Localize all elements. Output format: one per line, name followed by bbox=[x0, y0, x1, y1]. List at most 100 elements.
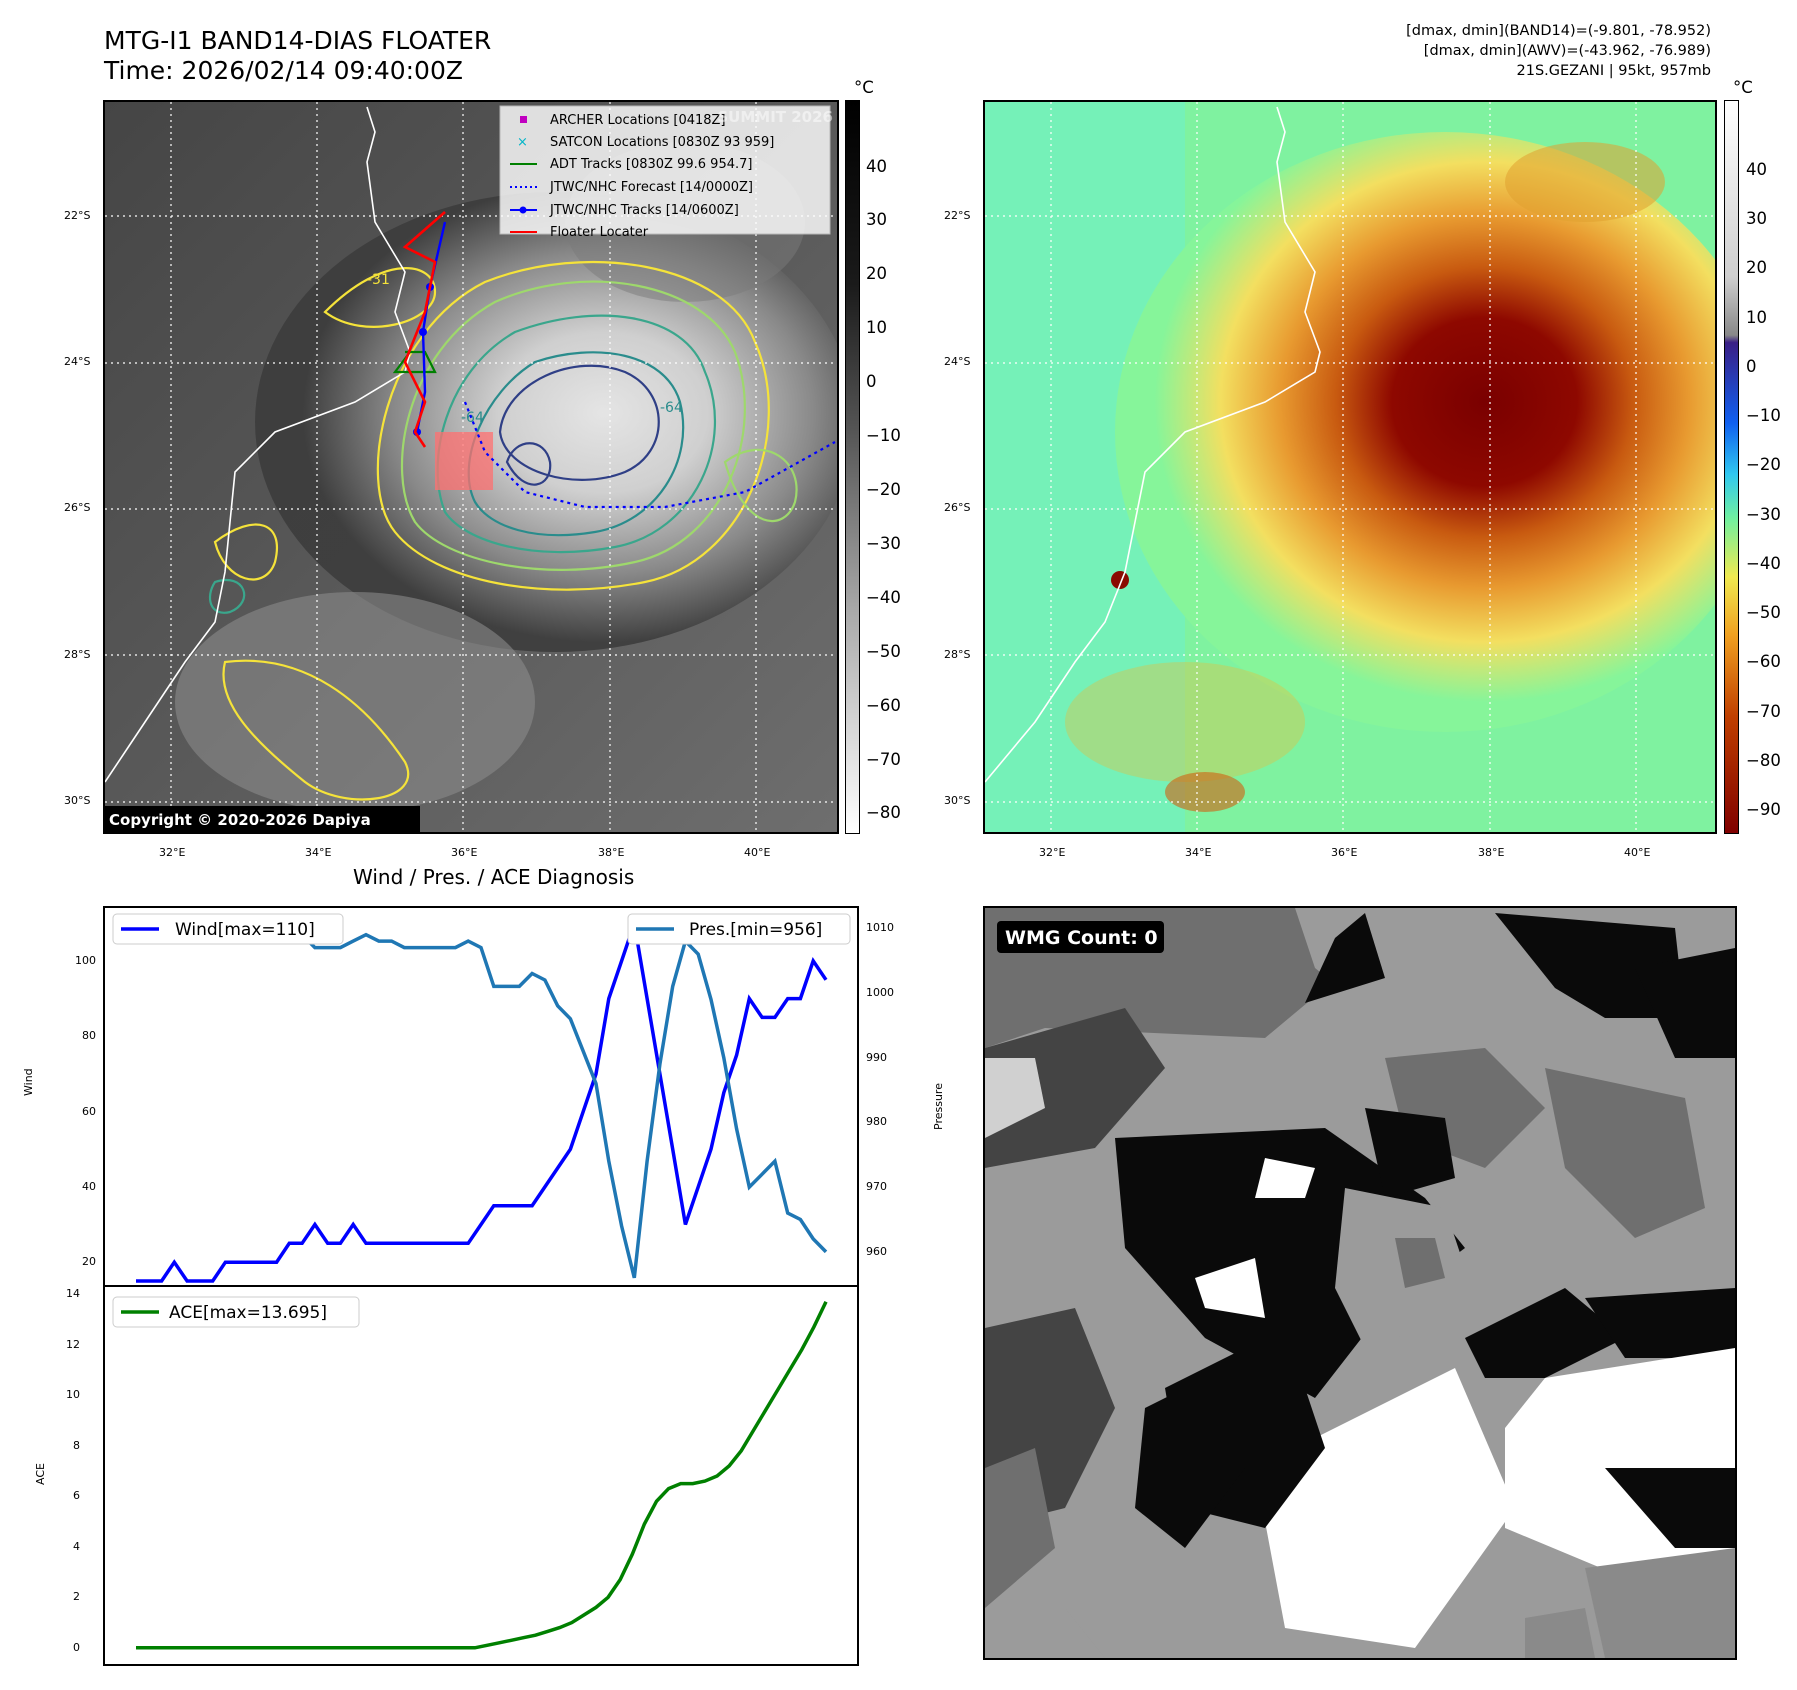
lon-label: 40°E bbox=[1624, 846, 1651, 859]
colorbar-tick-label: −80 bbox=[866, 803, 901, 823]
colorbar-tick-label: −20 bbox=[866, 480, 901, 499]
lat-label: 26°S bbox=[944, 501, 971, 514]
legend-archer: ARCHER Locations [0418Z] bbox=[550, 113, 726, 128]
contour-label: -64 bbox=[660, 400, 683, 416]
chart-title: MTG-I1 BAND14-DIAS FLOATER bbox=[104, 26, 492, 55]
wind-pressure-chart: Wind[max=110] Pres.[min=956] bbox=[103, 906, 859, 1287]
lat-label: 28°S bbox=[64, 648, 91, 661]
colorbar-tick-label: 40 bbox=[866, 156, 887, 176]
colorbar-tick-label: −40 bbox=[866, 587, 901, 607]
floater-track bbox=[402, 211, 446, 448]
lon-label: 38°E bbox=[1478, 846, 1505, 859]
lat-label: 24°S bbox=[64, 355, 91, 368]
axis-tick-label: 60 bbox=[82, 1104, 96, 1118]
colorbar-tick-label: −50 bbox=[866, 641, 901, 661]
colorbar-tick-label: −50 bbox=[1746, 603, 1781, 623]
watermark: SUMMIT 2026 bbox=[717, 108, 833, 126]
colorbar-tick-label: −60 bbox=[1746, 652, 1781, 672]
awv-satellite-panel bbox=[983, 100, 1717, 834]
colorbar-tick-label: −80 bbox=[1746, 751, 1781, 770]
wind-series-line bbox=[136, 922, 828, 1283]
colorbar-tick-label: 20 bbox=[866, 264, 887, 284]
legend-forecast: JTWC/NHC Forecast [14/0000Z] bbox=[549, 180, 753, 195]
info-storm: 21S.GEZANI | 95kt, 957mb bbox=[1516, 63, 1712, 79]
axis-tick-label: 20 bbox=[82, 1255, 96, 1269]
ace-chart: ACE[max=13.695] bbox=[103, 1285, 859, 1666]
contour-label: -31 bbox=[367, 272, 390, 288]
axis-tick-label: 990 bbox=[866, 1050, 887, 1064]
legend-adt: ADT Tracks [0830Z 99.6 954.7] bbox=[550, 157, 752, 172]
colorbar-tick-label: 10 bbox=[866, 318, 887, 338]
colorbar-tick-label: 40 bbox=[1746, 159, 1767, 179]
colorbar-tick-label: −70 bbox=[1746, 701, 1781, 721]
colorbar-tick-label: −10 bbox=[1746, 406, 1781, 426]
lon-label: 32°E bbox=[159, 846, 186, 859]
lat-label: 22°S bbox=[944, 209, 971, 222]
wind-pressure-plot: Wind[max=110] Pres.[min=956] bbox=[103, 906, 859, 1287]
lat-label: 28°S bbox=[944, 648, 971, 661]
wmg-panel: WMG Count: 0 bbox=[983, 906, 1737, 1660]
pressure-legend bbox=[627, 913, 851, 945]
ir-colorbar-unit: °C bbox=[854, 78, 874, 97]
colorbar-tick-label: −10 bbox=[866, 426, 901, 446]
ir-satellite-panel: -64 -64 -31 ARCHER Locations [0418Z] × bbox=[103, 100, 839, 834]
contour-label: -64 bbox=[461, 410, 484, 426]
axis-tick-label: 1010 bbox=[866, 921, 894, 935]
lat-label: 24°S bbox=[944, 355, 971, 368]
svg-text:×: × bbox=[517, 135, 528, 150]
axis-tick-label: 12 bbox=[66, 1337, 80, 1351]
legend-satcon: SATCON Locations [0830Z 93 959] bbox=[550, 135, 774, 150]
ace-series-line bbox=[136, 1301, 828, 1650]
colorbar-tick-label: 30 bbox=[1746, 208, 1767, 228]
colorbar-tick-label: −90 bbox=[1746, 800, 1781, 820]
lat-label: 26°S bbox=[64, 501, 91, 514]
lon-label: 34°E bbox=[305, 846, 332, 859]
wind-axis-label: Wind bbox=[22, 1068, 35, 1096]
lon-label: 36°E bbox=[1331, 846, 1358, 859]
lon-label: 40°E bbox=[744, 846, 771, 859]
wind-legend-label: Wind[max=110] bbox=[175, 920, 315, 940]
awv-colorbar bbox=[1724, 100, 1739, 834]
axis-tick-label: 960 bbox=[866, 1244, 887, 1258]
colorbar-tick-label: 30 bbox=[866, 210, 887, 230]
diagnosis-title: Wind / Pres. / ACE Diagnosis bbox=[353, 865, 635, 889]
axis-tick-label: 980 bbox=[866, 1115, 887, 1129]
pressure-legend-label: Pres.[min=956] bbox=[689, 920, 822, 940]
colorbar-tick-label: −40 bbox=[1746, 553, 1781, 573]
legend: ARCHER Locations [0418Z] × SATCON Locati… bbox=[499, 105, 831, 235]
lon-label: 32°E bbox=[1039, 846, 1066, 859]
lon-label: 36°E bbox=[451, 846, 478, 859]
wmg-count: WMG Count: 0 bbox=[1005, 927, 1158, 949]
axis-tick-label: 6 bbox=[73, 1489, 80, 1503]
lat-label: 30°S bbox=[944, 794, 971, 807]
axis-tick-label: 100 bbox=[75, 953, 96, 967]
lon-label: 34°E bbox=[1185, 846, 1212, 859]
adt-track bbox=[392, 350, 437, 374]
chart-time: Time: 2026/02/14 09:40:00Z bbox=[104, 56, 463, 85]
colorbar-tick-label: 0 bbox=[866, 372, 877, 392]
colorbar-tick-label: −20 bbox=[1746, 455, 1781, 475]
colorbar-tick-label: −70 bbox=[866, 749, 901, 769]
copyright: Copyright © 2020-2026 Dapiya bbox=[109, 811, 371, 829]
ir-colorbar bbox=[845, 100, 860, 834]
floater-box bbox=[435, 432, 493, 490]
wind-legend bbox=[112, 913, 344, 945]
awv-colorbar-unit: °C bbox=[1733, 78, 1753, 97]
axis-tick-label: 8 bbox=[73, 1438, 80, 1452]
colorbar-tick-label: −60 bbox=[866, 695, 901, 715]
axis-tick-label: 970 bbox=[866, 1180, 887, 1194]
ace-legend bbox=[112, 1296, 360, 1328]
lat-label: 22°S bbox=[64, 209, 91, 222]
ace-legend-label: ACE[max=13.695] bbox=[169, 1303, 327, 1323]
colorbar-tick-label: −30 bbox=[1746, 504, 1781, 524]
axis-tick-label: 4 bbox=[73, 1539, 80, 1553]
ace-plot: ACE[max=13.695] bbox=[103, 1285, 859, 1666]
legend-floater: Floater Locater bbox=[550, 225, 649, 240]
legend-jtwc: JTWC/NHC Tracks [14/0600Z] bbox=[549, 203, 739, 218]
pressure-axis-label: Pressure bbox=[932, 1083, 945, 1130]
colorbar-tick-label: 10 bbox=[1746, 307, 1767, 327]
axis-tick-label: 2 bbox=[73, 1590, 80, 1604]
axis-tick-label: 40 bbox=[82, 1179, 96, 1193]
lat-label: 30°S bbox=[64, 794, 91, 807]
ace-axis-label: ACE bbox=[34, 1463, 47, 1485]
